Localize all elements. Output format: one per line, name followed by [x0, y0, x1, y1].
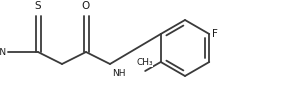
Text: H₂N: H₂N — [0, 47, 6, 57]
Text: O: O — [82, 1, 90, 11]
Text: F: F — [212, 29, 218, 39]
Text: S: S — [35, 1, 41, 11]
Text: NH: NH — [112, 69, 125, 78]
Text: CH₃: CH₃ — [137, 58, 154, 67]
